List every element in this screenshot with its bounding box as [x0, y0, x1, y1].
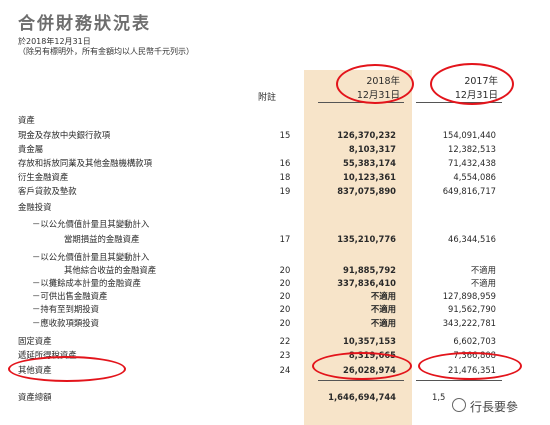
- table-row: 金融投資: [0, 201, 550, 214]
- row-value-2017: 不適用: [470, 265, 496, 275]
- table-row: －以公允價值計量且其變動計入: [0, 251, 550, 264]
- annotation-circle-other-assets-label: [8, 356, 126, 382]
- row-value-2018: 不適用: [370, 291, 396, 301]
- subtotal-line-2017: [416, 380, 502, 381]
- table-row: －以攤餘成本計量的金融資產 20 337,836,410 不適用: [0, 277, 550, 290]
- statement-title: 合併財務狀況表: [18, 14, 151, 34]
- table-row: 當期損益的金融資產 17 135,210,776 46,344,516: [0, 233, 550, 246]
- row-note: 18: [279, 172, 291, 182]
- row-value-2017: 154,091,440: [442, 130, 496, 140]
- row-value-2017: 46,344,516: [448, 234, 496, 244]
- table-row: 衍生金融資產 18 10,123,361 4,554,086: [0, 171, 550, 184]
- watermark: 行長要參: [470, 400, 519, 414]
- row-value-2017: 91,562,790: [448, 304, 496, 314]
- unit-note: （除另有標明外，所有金額均以人民幣千元列示）: [18, 47, 194, 56]
- row-label: 貴金屬: [18, 144, 44, 154]
- row-note: 24: [279, 365, 291, 375]
- table-row: 資產: [0, 114, 550, 127]
- wechat-icon: [452, 398, 466, 412]
- row-value-2017: 71,432,438: [448, 158, 496, 168]
- row-value-2018: 不適用: [370, 318, 396, 328]
- row-value-2017: 6,602,703: [453, 336, 496, 346]
- row-label: 當期損益的金融資產: [64, 234, 140, 244]
- row-value-2018: 126,370,232: [337, 130, 396, 140]
- row-label: 存放和拆放同業及其他金融機構款項: [18, 158, 152, 168]
- table-row: 存放和拆放同業及其他金融機構款項 16 55,383,174 71,432,438: [0, 157, 550, 170]
- row-label: －以攤餘成本計量的金融資產: [32, 278, 141, 288]
- row-value-2018: 不適用: [370, 304, 396, 314]
- row-value-2017: 12,382,513: [448, 144, 496, 154]
- row-label: －應收款項類投資: [32, 318, 99, 328]
- row-label: 客戶貸款及墊款: [18, 186, 77, 196]
- total-label: 資產總額: [18, 392, 52, 402]
- row-label: 其他綜合收益的金融資產: [64, 265, 157, 275]
- row-label: 固定資產: [18, 336, 52, 346]
- row-note: 15: [279, 130, 291, 140]
- table-row: －持有至到期投資 20 不適用 91,562,790: [0, 303, 550, 316]
- annotation-circle-2017-header: [430, 63, 514, 105]
- statement-date: 於2018年12月31日: [18, 37, 91, 46]
- table-row: －可供出售金融資產 20 不適用 127,898,959: [0, 290, 550, 303]
- row-value-2018: 55,383,174: [343, 158, 396, 168]
- row-value-2018: 8,103,317: [348, 144, 396, 154]
- row-note: 22: [279, 336, 291, 346]
- row-value-2018: 337,836,410: [337, 278, 396, 288]
- row-value-2017: 不適用: [470, 278, 496, 288]
- row-note: 20: [279, 278, 291, 288]
- row-label: －持有至到期投資: [32, 304, 99, 314]
- table-row: 固定資產 22 10,357,153 6,602,703: [0, 335, 550, 348]
- row-value-2018: 837,075,890: [337, 186, 396, 196]
- row-note: 20: [279, 318, 291, 328]
- row-label: －以公允價值計量且其變動計入: [32, 219, 150, 229]
- row-label: 資產: [18, 115, 35, 125]
- annotation-circle-2018-other-assets: [312, 352, 412, 380]
- row-value-2018: 10,357,153: [343, 336, 396, 346]
- row-value-2018: 91,885,792: [343, 265, 396, 275]
- row-value-2018: 10,123,361: [343, 172, 396, 182]
- row-label: 金融投資: [18, 202, 52, 212]
- subtotal-line-2018: [318, 380, 404, 381]
- row-note: 20: [279, 265, 291, 275]
- row-label: 現金及存放中央銀行款項: [18, 130, 111, 140]
- annotation-circle-2017-other-assets: [418, 352, 522, 380]
- row-value-2017: 343,222,781: [442, 318, 496, 328]
- row-label: 遞延所得稅資產: [18, 350, 77, 360]
- row-note: 20: [279, 304, 291, 314]
- row-label: －可供出售金融資產: [32, 291, 108, 301]
- table-row: 其他綜合收益的金融資產 20 91,885,792 不適用: [0, 264, 550, 277]
- row-note: 17: [279, 234, 291, 244]
- row-value-2017: 4,554,086: [453, 172, 496, 182]
- row-label: －以公允價值計量且其變動計入: [32, 252, 150, 262]
- row-value-2017: 127,898,959: [442, 291, 496, 301]
- total-2018: 1,646,694,744: [328, 392, 396, 402]
- row-note: 20: [279, 291, 291, 301]
- annotation-circle-2018-header: [336, 64, 414, 104]
- row-value-2018: 135,210,776: [337, 234, 396, 244]
- table-row: －應收款項類投資 20 不適用 343,222,781: [0, 317, 550, 330]
- total-2017: 1,5: [432, 392, 446, 402]
- table-row: 現金及存放中央銀行款項 15 126,370,232 154,091,440: [0, 129, 550, 142]
- row-note: 19: [279, 186, 291, 196]
- row-note: 23: [279, 350, 291, 360]
- row-note: 16: [279, 158, 291, 168]
- row-label: 衍生金融資產: [18, 172, 69, 182]
- table-row: －以公允價值計量且其變動計入: [0, 218, 550, 231]
- table-row: 貴金屬 8,103,317 12,382,513: [0, 143, 550, 156]
- note-header: 附註: [257, 93, 276, 103]
- row-value-2017: 649,816,717: [442, 186, 496, 196]
- total-row: 資產總額 1,646,694,744 1,5: [0, 391, 550, 404]
- table-row: 客戶貸款及墊款 19 837,075,890 649,816,717: [0, 185, 550, 198]
